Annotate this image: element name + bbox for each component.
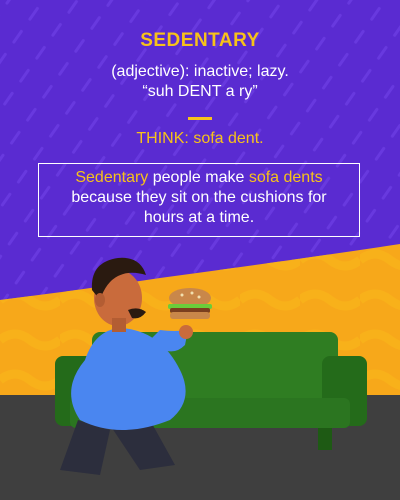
mnemonic-line: THINK: sofa dent. bbox=[0, 130, 400, 148]
example-line2: because they sit on the cushions for bbox=[71, 189, 327, 206]
mnemonic-label: THINK: bbox=[136, 130, 189, 147]
example-line3: hours at a time. bbox=[143, 209, 255, 226]
burger-icon bbox=[168, 288, 212, 319]
pronunciation-text: “suh DENT a ry” bbox=[142, 83, 258, 100]
mnemonic-text: sofa dent. bbox=[193, 130, 264, 147]
definition-text: (adjective): inactive; lazy. bbox=[111, 63, 289, 80]
man-figure bbox=[60, 257, 193, 475]
example-word: Sedentary bbox=[75, 169, 149, 186]
dash-texture bbox=[0, 0, 400, 300]
example-part1: people make bbox=[148, 169, 249, 186]
example-box bbox=[38, 163, 360, 237]
vocabulary-word: SEDENTARY bbox=[140, 30, 260, 51]
divider bbox=[188, 117, 212, 120]
example-highlight: sofa dents bbox=[248, 169, 323, 186]
example-sentence: Sedentary people make sofa dents because… bbox=[38, 168, 360, 228]
